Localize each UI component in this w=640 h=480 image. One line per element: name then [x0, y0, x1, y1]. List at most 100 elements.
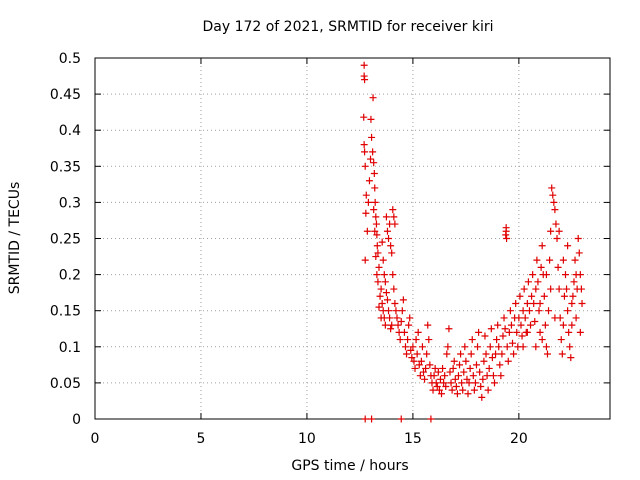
data-point	[515, 314, 523, 322]
data-point	[385, 235, 393, 242]
data-point	[431, 364, 439, 372]
data-point	[559, 321, 567, 329]
data-point	[368, 133, 376, 141]
data-point	[388, 249, 396, 257]
data-point	[531, 318, 539, 326]
data-point	[553, 235, 561, 242]
data-point	[524, 278, 532, 286]
data-point	[375, 263, 383, 271]
data-point	[370, 206, 378, 214]
data-point	[446, 368, 454, 376]
data-point	[388, 321, 396, 329]
data-point	[459, 386, 467, 394]
data-point	[370, 170, 378, 178]
data-point	[425, 336, 433, 344]
x-tick-label: 20	[510, 431, 528, 447]
data-point	[525, 307, 533, 315]
data-point	[564, 307, 572, 315]
data-point	[406, 314, 414, 322]
y-ticks: 0 0.05 0.1 0.15 0.2 0.25 0.3 0.35 0.4 0.45 0.5	[50, 51, 610, 428]
data-point	[502, 231, 510, 239]
data-point	[477, 383, 485, 391]
data-point	[485, 364, 493, 372]
data-point	[566, 343, 574, 351]
data-point	[433, 383, 441, 391]
data-point	[377, 285, 385, 293]
y-tick-label: 0.15	[50, 304, 81, 320]
data-point	[561, 271, 569, 279]
data-point	[368, 415, 376, 423]
data-point	[365, 177, 373, 185]
data-point	[552, 220, 560, 228]
data-point	[397, 415, 405, 423]
data-point	[441, 372, 449, 380]
data-point	[377, 314, 385, 322]
data-point	[363, 227, 371, 235]
data-point	[398, 307, 406, 315]
x-ticks: 0 5 10 15 20	[91, 58, 611, 447]
data-point	[391, 299, 399, 307]
data-point	[444, 343, 452, 351]
data-point	[452, 383, 460, 391]
data-point	[486, 343, 494, 351]
data-point	[427, 415, 435, 423]
data-point	[414, 328, 422, 336]
data-point	[462, 357, 470, 365]
data-point	[574, 235, 582, 242]
data-point	[445, 325, 453, 333]
data-point	[500, 314, 508, 322]
data-point	[409, 343, 417, 351]
data-point	[569, 292, 577, 300]
data-point	[528, 292, 536, 300]
data-point	[550, 198, 558, 206]
y-tick-label: 0.1	[59, 340, 81, 356]
data-point	[456, 361, 464, 369]
data-point	[373, 242, 381, 250]
data-point	[374, 278, 382, 286]
data-point	[390, 213, 398, 221]
data-point	[367, 115, 375, 123]
data-point	[449, 364, 457, 372]
data-point	[549, 191, 557, 199]
data-point	[503, 235, 511, 242]
data-point	[415, 361, 423, 369]
data-point	[424, 321, 432, 329]
data-point	[371, 227, 379, 235]
data-point	[564, 242, 572, 250]
data-point	[435, 386, 443, 394]
data-point	[551, 206, 559, 214]
data-point	[565, 328, 573, 336]
data-point	[488, 354, 496, 362]
data-point	[506, 307, 514, 315]
data-point	[457, 350, 465, 358]
data-point	[401, 343, 409, 351]
data-point	[532, 285, 540, 293]
data-point	[492, 350, 500, 358]
data-point	[418, 343, 426, 351]
data-point	[408, 354, 416, 362]
data-point	[372, 220, 380, 228]
data-point	[460, 368, 468, 376]
y-tick-label: 0.2	[59, 268, 81, 284]
data-point	[474, 343, 482, 351]
data-point	[453, 390, 461, 398]
y-tick-label: 0.3	[59, 195, 81, 211]
data-point	[451, 375, 459, 383]
data-point	[542, 271, 550, 279]
data-point	[440, 379, 448, 387]
data-point	[371, 198, 379, 206]
data-point	[527, 321, 535, 329]
x-tick-label: 5	[197, 431, 206, 447]
data-point	[532, 343, 540, 351]
data-point	[563, 285, 571, 293]
data-point	[476, 368, 484, 376]
data-point	[516, 292, 524, 300]
data-point	[361, 76, 369, 84]
data-point	[489, 372, 497, 380]
data-point	[567, 354, 575, 362]
data-point	[381, 321, 389, 329]
data-point	[376, 292, 384, 300]
data-point	[472, 361, 480, 369]
data-point	[454, 372, 462, 380]
